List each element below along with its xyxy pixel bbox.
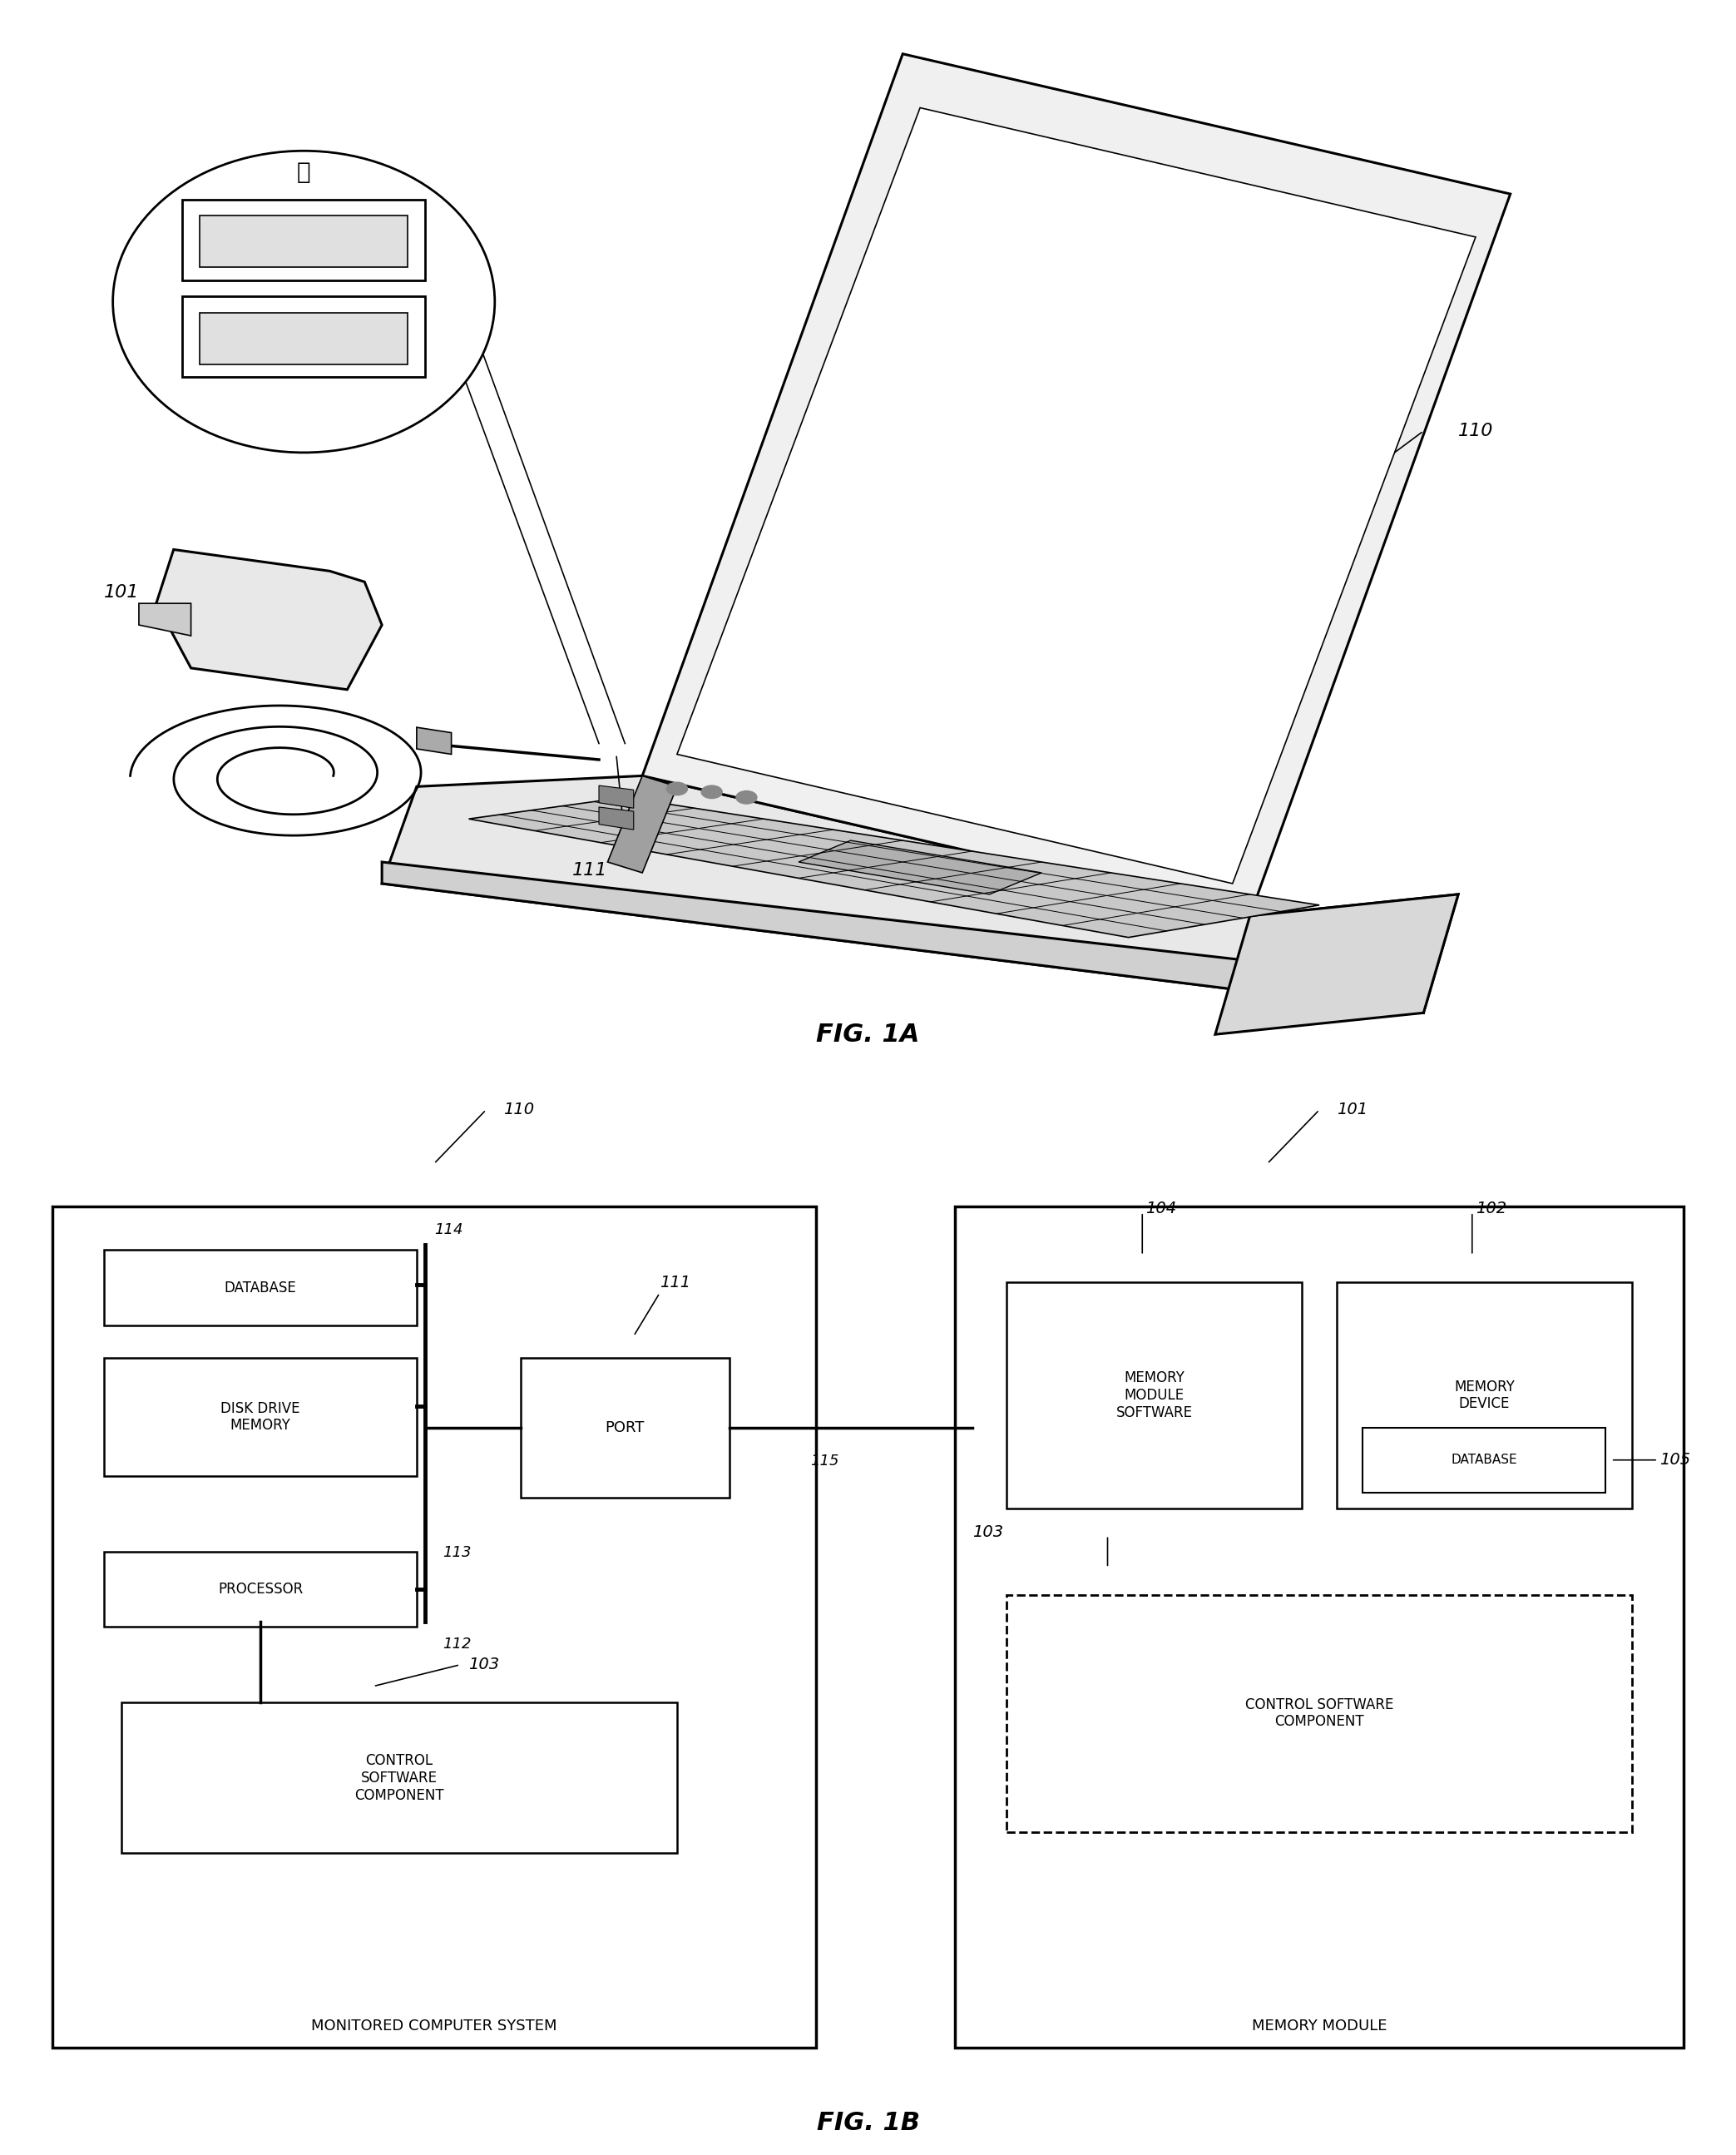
Text: 110: 110: [1458, 422, 1493, 440]
Text: PROCESSOR: PROCESSOR: [219, 1582, 302, 1597]
FancyBboxPatch shape: [200, 312, 408, 364]
Polygon shape: [417, 728, 451, 754]
Circle shape: [736, 791, 757, 804]
Text: MEMORY
MODULE
SOFTWARE: MEMORY MODULE SOFTWARE: [1116, 1371, 1193, 1420]
FancyBboxPatch shape: [104, 1250, 417, 1325]
Polygon shape: [642, 54, 1510, 916]
Circle shape: [701, 787, 722, 800]
FancyBboxPatch shape: [122, 1702, 677, 1853]
FancyBboxPatch shape: [182, 198, 425, 280]
Polygon shape: [799, 840, 1042, 894]
Text: FIG. 1A: FIG. 1A: [816, 1021, 920, 1047]
Text: CONTROL
SOFTWARE
COMPONENT: CONTROL SOFTWARE COMPONENT: [354, 1752, 444, 1804]
FancyBboxPatch shape: [1363, 1427, 1606, 1491]
Text: ⫝: ⫝: [297, 162, 311, 183]
Text: PORT: PORT: [606, 1420, 644, 1435]
FancyBboxPatch shape: [104, 1552, 417, 1627]
FancyBboxPatch shape: [104, 1358, 417, 1476]
Text: 111: 111: [660, 1274, 691, 1291]
Text: DISK DRIVE
MEMORY: DISK DRIVE MEMORY: [220, 1401, 300, 1433]
Text: 114: 114: [434, 1222, 464, 1237]
Polygon shape: [469, 797, 1319, 937]
Polygon shape: [677, 108, 1476, 884]
Polygon shape: [608, 776, 677, 873]
Text: 101: 101: [104, 584, 139, 601]
FancyBboxPatch shape: [1007, 1595, 1632, 1832]
Polygon shape: [139, 603, 191, 636]
Ellipse shape: [113, 151, 495, 453]
Text: 113: 113: [443, 1545, 472, 1560]
Text: 104: 104: [1146, 1200, 1177, 1218]
Text: MONITORED COMPUTER SYSTEM: MONITORED COMPUTER SYSTEM: [311, 2019, 557, 2032]
Text: DATABASE: DATABASE: [224, 1280, 297, 1295]
FancyBboxPatch shape: [955, 1207, 1684, 2047]
Text: 103: 103: [972, 1524, 1003, 1541]
Text: MEMORY MODULE: MEMORY MODULE: [1252, 2019, 1387, 2032]
FancyBboxPatch shape: [182, 295, 425, 377]
Text: 105: 105: [1660, 1452, 1691, 1468]
Polygon shape: [156, 550, 382, 690]
Text: 101: 101: [1337, 1101, 1368, 1118]
FancyBboxPatch shape: [200, 216, 408, 267]
FancyBboxPatch shape: [521, 1358, 729, 1498]
Text: DATABASE: DATABASE: [1451, 1455, 1517, 1465]
Circle shape: [667, 782, 687, 795]
Text: 112: 112: [443, 1638, 472, 1653]
Text: 111: 111: [573, 862, 608, 879]
FancyBboxPatch shape: [52, 1207, 816, 2047]
FancyBboxPatch shape: [1007, 1282, 1302, 1508]
Text: 102: 102: [1476, 1200, 1507, 1218]
Text: FIG. 1B: FIG. 1B: [816, 2110, 920, 2136]
Text: 115: 115: [811, 1455, 838, 1470]
Text: CONTROL SOFTWARE
COMPONENT: CONTROL SOFTWARE COMPONENT: [1245, 1698, 1394, 1728]
Polygon shape: [382, 776, 1458, 1013]
Text: 110: 110: [503, 1101, 535, 1118]
Polygon shape: [599, 784, 634, 808]
Text: 103: 103: [469, 1657, 500, 1672]
Polygon shape: [382, 862, 1424, 1013]
FancyBboxPatch shape: [1337, 1282, 1632, 1508]
Text: MEMORY
DEVICE: MEMORY DEVICE: [1455, 1379, 1514, 1412]
Polygon shape: [599, 806, 634, 830]
Polygon shape: [1215, 894, 1458, 1034]
